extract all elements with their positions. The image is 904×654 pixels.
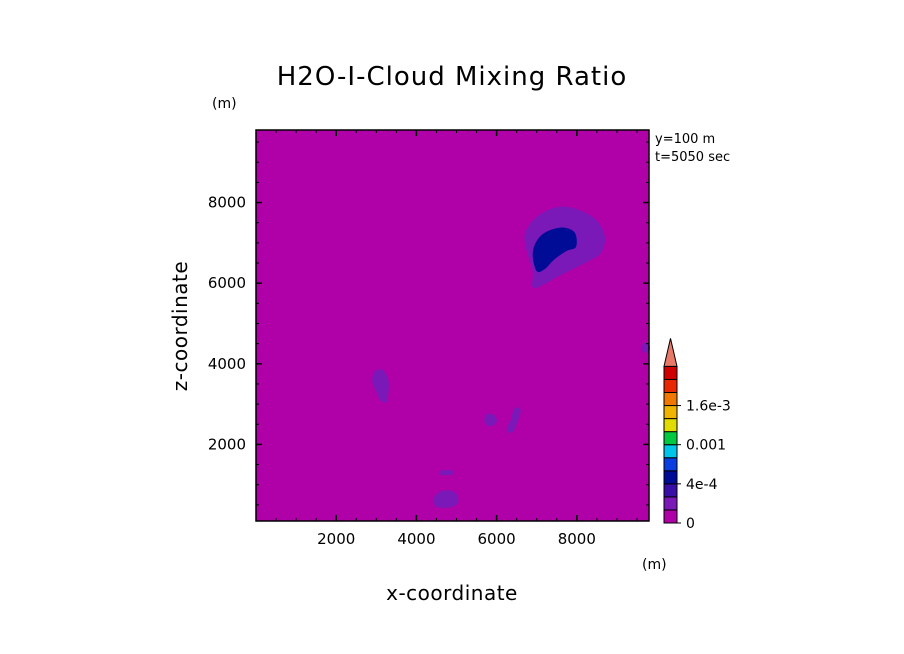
contour-blob-center-1 xyxy=(484,413,497,427)
colorbar-label: 1.6e-3 xyxy=(686,399,731,415)
plot-area xyxy=(256,130,649,521)
y-tick-label-6000: 6000 xyxy=(208,274,246,292)
plot-frame xyxy=(255,129,650,522)
contour-blob-center-2 xyxy=(506,407,521,433)
x-axis-unit: (m) xyxy=(642,557,667,573)
colorbar-label: 0 xyxy=(686,516,695,532)
x-axis-title: x-coordinate xyxy=(386,581,518,605)
contour-blob-bottom xyxy=(433,490,459,508)
colorbar-box-2 xyxy=(663,483,678,498)
x-tick-label-6000: 6000 xyxy=(478,530,516,548)
y-tick-label-2000: 2000 xyxy=(208,435,246,453)
colorbar-box-0 xyxy=(663,509,678,524)
info-line-y: y=100 m xyxy=(655,132,715,147)
x-tick-label-4000: 4000 xyxy=(397,530,435,548)
colorbar-box-3 xyxy=(663,470,678,485)
colorbar-label: 0.001 xyxy=(686,438,726,454)
colorbar-box-5 xyxy=(663,444,678,459)
info-line-t: t=5050 sec xyxy=(655,150,730,165)
contour-blob-mid-left xyxy=(372,369,389,403)
contour-blob-bottom-small xyxy=(439,470,454,476)
colorbar-over-triangle xyxy=(663,338,678,367)
contour-blob-right-edge xyxy=(642,342,650,353)
colorbar-box-8 xyxy=(663,405,678,420)
colorbar: 0 4e-4 0.001 1.6e-3 xyxy=(663,338,731,532)
y-tick-label-8000: 8000 xyxy=(208,194,246,212)
colorbar-box-7 xyxy=(663,418,678,433)
colorbar-box-11 xyxy=(663,365,678,380)
colorbar-box-6 xyxy=(663,431,678,446)
colorbar-box-10 xyxy=(663,378,678,394)
colorbar-label: 4e-4 xyxy=(686,477,718,493)
x-axis: 2000 4000 6000 8000 xyxy=(275,130,638,548)
y-axis-unit: (m) xyxy=(212,96,237,112)
y-tick-label-4000: 4000 xyxy=(208,355,246,373)
background-field xyxy=(256,130,649,521)
y-axis-title: z-coordinate xyxy=(168,261,192,391)
chart-title: H2O-I-Cloud Mixing Ratio xyxy=(277,62,628,92)
contour-features xyxy=(372,206,650,508)
x-tick-label-2000: 2000 xyxy=(317,530,355,548)
colorbar-box-9 xyxy=(663,392,678,407)
y-axis: 2000 4000 6000 8000 xyxy=(208,141,649,506)
contour-upper-cloud-core xyxy=(532,227,577,273)
colorbar-box-1 xyxy=(663,496,678,511)
x-tick-label-8000: 8000 xyxy=(558,530,596,548)
colorbar-box-4 xyxy=(663,457,678,472)
